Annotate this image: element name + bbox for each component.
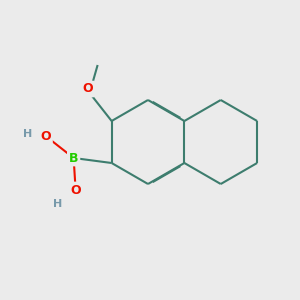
Text: O: O: [70, 184, 81, 196]
Text: H: H: [23, 129, 32, 139]
Text: O: O: [40, 130, 51, 142]
Text: H: H: [53, 199, 62, 209]
Text: B: B: [69, 152, 78, 164]
Text: O: O: [82, 82, 93, 95]
